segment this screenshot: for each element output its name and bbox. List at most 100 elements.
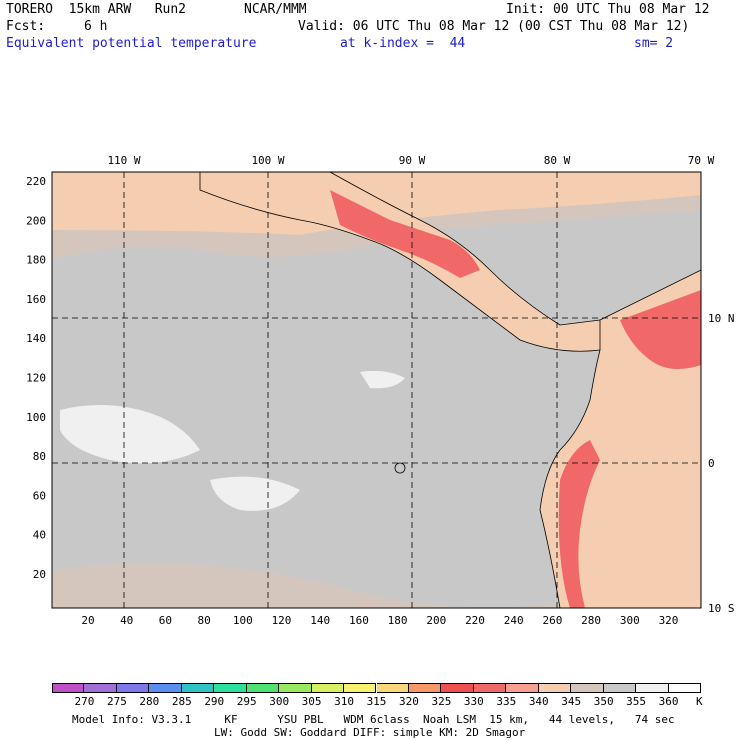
colorbar-swatch bbox=[246, 683, 280, 693]
physics-info-line: LW: Godd SW: Goddard DIFF: simple KM: 2D… bbox=[214, 726, 526, 739]
colorbar-swatch bbox=[603, 683, 637, 693]
central-america-hot-zone bbox=[330, 190, 480, 278]
longitude-label: 110 W bbox=[107, 154, 140, 167]
colorbar-swatch bbox=[538, 683, 572, 693]
central-america-land bbox=[199, 171, 631, 352]
cool-patch-center bbox=[210, 476, 300, 511]
y-tick-label: 120 bbox=[26, 372, 46, 385]
y-tick-label: 20 bbox=[33, 568, 46, 581]
colorbar-swatch bbox=[214, 683, 247, 693]
init-time: Init: 00 UTC Thu 08 Mar 12 bbox=[506, 2, 710, 17]
model-info-line: Model Info: V3.3.1 KF YSU PBL WDM 6class… bbox=[72, 713, 675, 726]
longitude-label: 100 W bbox=[251, 154, 284, 167]
colorbar-swatch bbox=[473, 683, 507, 693]
colorbar-label: 320 bbox=[399, 695, 419, 708]
smoothing-label: sm= 2 bbox=[634, 36, 674, 51]
y-tick-label: 220 bbox=[26, 175, 46, 188]
colorbar-swatch bbox=[441, 683, 474, 693]
latitude-label: 10 S bbox=[708, 602, 735, 615]
colorbar-swatch bbox=[181, 683, 215, 693]
colorbar-label: 345 bbox=[561, 695, 582, 708]
colorbar-label: 330 bbox=[463, 695, 484, 708]
organization-label: NCAR/MMM bbox=[244, 2, 307, 17]
valid-time: Valid: 06 UTC Thu 08 Mar 12 (00 CST Thu … bbox=[298, 19, 690, 34]
colorbar-label: 300 bbox=[269, 695, 290, 708]
x-tick-label: 20 bbox=[81, 614, 94, 627]
x-tick-label: 40 bbox=[120, 614, 133, 627]
colorbar-unit: K bbox=[696, 695, 703, 708]
south-america-hot-zone bbox=[620, 290, 701, 369]
andes-hot-strip bbox=[558, 440, 600, 608]
colorbar-label: 285 bbox=[171, 695, 192, 708]
colorbar-swatch bbox=[149, 683, 182, 693]
model-run-title: TORERO 15km ARW Run2 bbox=[6, 2, 187, 17]
colorbar-label: 280 bbox=[139, 695, 160, 708]
colorbar-label: 315 bbox=[366, 695, 387, 708]
x-tick-label: 300 bbox=[620, 614, 640, 627]
longitude-label: 70 W bbox=[688, 154, 715, 167]
y-tick-label: 80 bbox=[33, 450, 46, 463]
y-tick-label: 160 bbox=[26, 293, 46, 306]
colorbar-swatch bbox=[408, 683, 442, 693]
y-tick-label: 200 bbox=[26, 214, 46, 227]
x-tick-label: 200 bbox=[426, 614, 446, 627]
level-label: at k-index = 44 bbox=[340, 36, 466, 51]
colorbar-label: 340 bbox=[528, 695, 549, 708]
latitude-labels: 10 N 0 10 S bbox=[708, 312, 735, 615]
colorbar-label: 335 bbox=[496, 695, 517, 708]
colorbar-swatch bbox=[344, 683, 377, 693]
x-tick-label: 60 bbox=[159, 614, 172, 627]
x-tick-label: 120 bbox=[272, 614, 292, 627]
x-tick-label: 320 bbox=[659, 614, 679, 627]
colorbar-label: 270 bbox=[74, 695, 95, 708]
x-tick-label: 180 bbox=[388, 614, 408, 627]
map-frame bbox=[51, 171, 702, 609]
colorbar-label: 275 bbox=[106, 695, 127, 708]
colorbar-swatch bbox=[52, 683, 85, 693]
cool-patch-west bbox=[60, 405, 200, 464]
x-tick-label: 160 bbox=[349, 614, 369, 627]
latitude-label: 10 N bbox=[708, 312, 735, 325]
colorbar-swatch bbox=[668, 683, 701, 693]
cool-patch-east bbox=[360, 370, 405, 389]
x-axis-ticks: 20 40 60 80 100 120 140 160 180 200 220 240 260 280 30… bbox=[81, 614, 678, 627]
colorbar-swatch bbox=[311, 683, 345, 693]
warm-sea-band-south bbox=[52, 563, 701, 608]
lat-lon-grid bbox=[52, 172, 701, 608]
y-tick-label: 100 bbox=[26, 411, 46, 424]
galapagos-islands bbox=[394, 462, 406, 474]
x-tick-label: 240 bbox=[504, 614, 524, 627]
longitude-label: 90 W bbox=[399, 154, 426, 167]
colorbar-swatch bbox=[571, 683, 604, 693]
y-tick-label: 60 bbox=[33, 489, 46, 502]
forecast-label: Fcst: bbox=[6, 19, 46, 34]
colorbar-label: 355 bbox=[626, 695, 647, 708]
theta-e-field bbox=[51, 171, 702, 609]
colorbar-swatch bbox=[116, 683, 150, 693]
x-tick-label: 280 bbox=[581, 614, 601, 627]
y-tick-label: 140 bbox=[26, 332, 46, 345]
longitude-labels: 110 W 100 W 90 W 80 W 70 W bbox=[107, 154, 714, 167]
colorbar-swatch bbox=[506, 683, 539, 693]
latitude-label: 0 bbox=[708, 457, 715, 470]
longitude-label: 80 W bbox=[544, 154, 571, 167]
colorbar-label: 305 bbox=[301, 695, 322, 708]
colorbar-label: 310 bbox=[334, 695, 354, 708]
colorbar-label: 290 bbox=[204, 695, 225, 708]
colorbar-swatch bbox=[636, 683, 669, 693]
x-tick-label: 140 bbox=[310, 614, 330, 627]
colorbar-label: 325 bbox=[431, 695, 452, 708]
colorbar-swatch bbox=[279, 683, 312, 693]
colorbar-label: 350 bbox=[593, 695, 614, 708]
colorbar-label: 360 bbox=[658, 695, 679, 708]
y-axis-ticks: 220 200 180 160 140 120 100 80 60 40 20 bbox=[26, 175, 46, 581]
x-tick-label: 80 bbox=[197, 614, 210, 627]
x-tick-label: 260 bbox=[542, 614, 562, 627]
colorbar-label: 295 bbox=[236, 695, 257, 708]
y-tick-label: 40 bbox=[33, 529, 46, 542]
colorbar-swatch bbox=[84, 683, 117, 693]
x-tick-label: 220 bbox=[465, 614, 485, 627]
forecast-hour: 6 h bbox=[84, 19, 108, 34]
y-tick-label: 180 bbox=[26, 254, 46, 267]
